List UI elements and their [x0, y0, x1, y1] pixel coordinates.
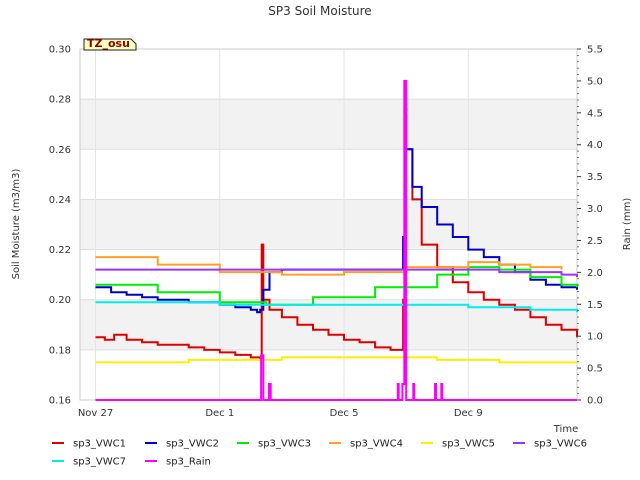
y-tick-label: 0.28 [49, 95, 71, 106]
legend-label: sp3_VWC7 [73, 457, 126, 468]
series-line-sp3-vwc1 [95, 113, 578, 361]
y2-tick-label: 5.5 [587, 45, 603, 56]
x-tick-label: Dec 9 [454, 408, 483, 419]
y2-tick-label: 2.0 [587, 268, 603, 279]
y-tick-label: 0.16 [49, 396, 71, 407]
series-line-sp3-vwc5 [95, 356, 577, 364]
x-axis-ticks: Nov 27 Dec 1 Dec 5 Dec 9 [78, 408, 483, 419]
legend-label: sp3_VWC2 [166, 439, 219, 450]
y2-tick-label: 4.0 [587, 140, 603, 151]
y2-axis-label: Rain (mm) [622, 198, 633, 251]
y-tick-label: 0.30 [49, 45, 71, 56]
series-line-sp3-vwc6 [95, 268, 578, 278]
badge-label: TZ_osu [87, 37, 130, 50]
x-tick-label: Nov 27 [78, 408, 113, 419]
y-tick-label: 0.24 [49, 195, 71, 206]
y-tick-label: 0.20 [49, 295, 71, 306]
legend-label: sp3_VWC1 [73, 439, 126, 450]
background-band [80, 149, 577, 200]
badge-box [83, 38, 137, 51]
y2-tick-label: 1.0 [587, 332, 603, 343]
series-layer [95, 79, 578, 401]
x-tick-label: Dec 1 [205, 408, 234, 419]
x-tick-label: Dec 5 [330, 408, 359, 419]
chart-title: SP3 Soil Moisture [268, 4, 371, 18]
legend-label: sp3_VWC3 [258, 439, 311, 450]
y-axis-ticks: 0.16 0.18 0.20 0.22 0.24 0.26 0.28 0.30 [49, 45, 71, 407]
y-tick-label: 0.22 [49, 245, 71, 256]
y2-tick-label: 1.5 [587, 300, 603, 311]
series-line-sp3-rain [95, 79, 577, 401]
legend-label: sp3_VWC5 [442, 439, 495, 450]
y2-tick-label: 4.5 [587, 108, 603, 119]
y2-tick-label: 5.0 [587, 76, 603, 87]
y2-axis-ticks: 0.0 0.5 1.0 1.5 2.0 2.5 3.0 3.5 4.0 4.5 5.0 5.5 [577, 45, 603, 407]
series-line-sp3-vwc3 [95, 266, 578, 306]
y2-tick-label: 2.5 [587, 236, 603, 247]
legend-label: sp3_Rain [166, 457, 211, 468]
y2-tick-label: 0.0 [587, 396, 603, 407]
legend-label: sp3_VWC4 [350, 439, 403, 450]
legend: sp3_VWC1 sp3_VWC2 sp3_VWC3 sp3_VWC4 sp3_VWC5… [52, 439, 587, 468]
y-tick-label: 0.18 [49, 345, 71, 356]
y-axis-label: Soil Moisture (m3/m3) [11, 169, 22, 280]
x-axis-label: Time [553, 424, 578, 435]
legend-label: sp3_VWC6 [534, 439, 587, 450]
tz-badge: TZ_osu [83, 37, 137, 51]
background-band [80, 49, 577, 100]
background-bands [80, 49, 577, 400]
background-band [80, 99, 577, 150]
background-band [80, 199, 577, 250]
y2-tick-label: 3.0 [587, 204, 603, 215]
y2-tick-label: 0.5 [587, 364, 603, 375]
y-tick-label: 0.26 [49, 145, 71, 156]
y2-tick-label: 3.5 [587, 172, 603, 183]
